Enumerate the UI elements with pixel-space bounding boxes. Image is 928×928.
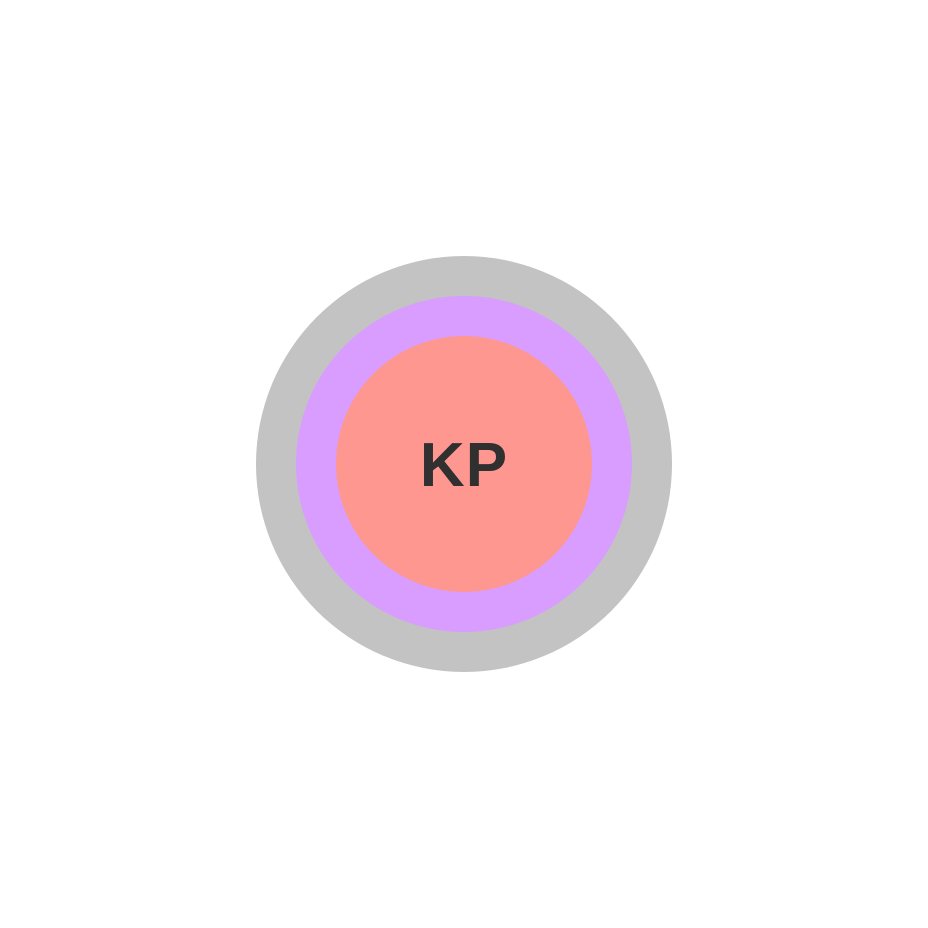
avatar-initials: KP — [419, 431, 509, 500]
avatar-circle: KP — [336, 336, 592, 592]
avatar[interactable]: KP — [256, 256, 672, 672]
